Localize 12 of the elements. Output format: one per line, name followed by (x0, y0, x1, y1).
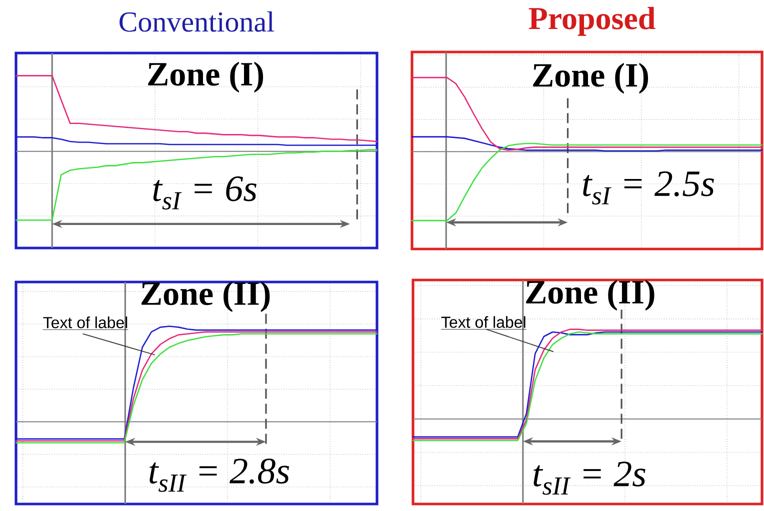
text: Text of label (441, 316, 526, 328)
annotation: t$_{sI}$ = 2.5s (583, 171, 714, 205)
annotation: Zone (I) (533, 62, 648, 94)
chart-title: Proposed (528, 6, 656, 36)
annotation: Zone (I) (148, 62, 264, 93)
annotation: Text of label (43, 316, 128, 328)
text: t$_{sII}$ = 2.8s (150, 458, 290, 492)
text: Zone (II) (142, 281, 270, 312)
text: t$_{sII}$ = 2s (534, 462, 646, 495)
chart-title: Conventional (120, 11, 274, 32)
annotation: t$_{sI}$ = 6s (153, 176, 256, 210)
text: Zone (II) (526, 280, 654, 311)
